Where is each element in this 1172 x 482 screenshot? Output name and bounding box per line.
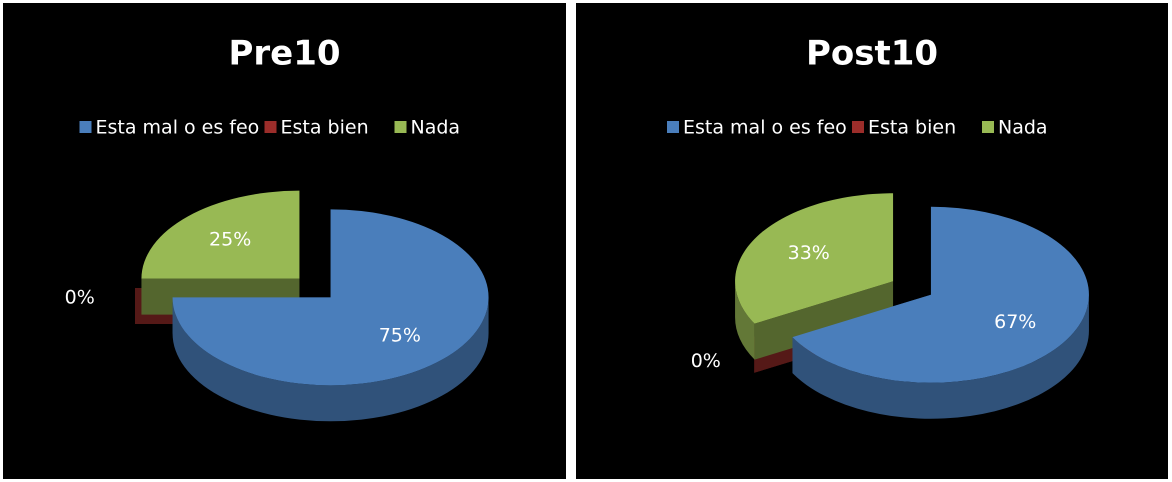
legend-swatch [79,121,92,133]
data-label: 0% [65,287,95,309]
legend-label: Esta bien [868,117,956,139]
chart-title: Post10 [806,34,938,74]
legend-label: Nada [998,117,1048,139]
legend-swatch [264,121,277,133]
chart-title: Pre10 [228,34,340,74]
slice [735,193,894,324]
legend-swatch [667,121,679,133]
legend-swatch [852,121,864,133]
data-label: 25% [209,229,251,251]
slice-wall [754,281,894,360]
legend-label: Nada [411,117,461,139]
legend-swatch [394,121,407,133]
data-label: 75% [379,324,421,346]
slice-side [735,281,755,360]
slice [172,209,489,386]
legend-label: Esta mal o es feo [683,117,847,139]
data-label: 67% [994,311,1036,333]
legend-label: Esta mal o es feo [96,117,260,139]
legend-label: Esta bien [281,117,369,139]
slice-side [792,294,1089,419]
slice [141,190,300,279]
data-label: 0% [691,350,721,372]
legend-swatch [982,121,994,133]
slice [792,206,1089,383]
data-label: 33% [788,242,830,264]
slice-side [172,297,489,422]
